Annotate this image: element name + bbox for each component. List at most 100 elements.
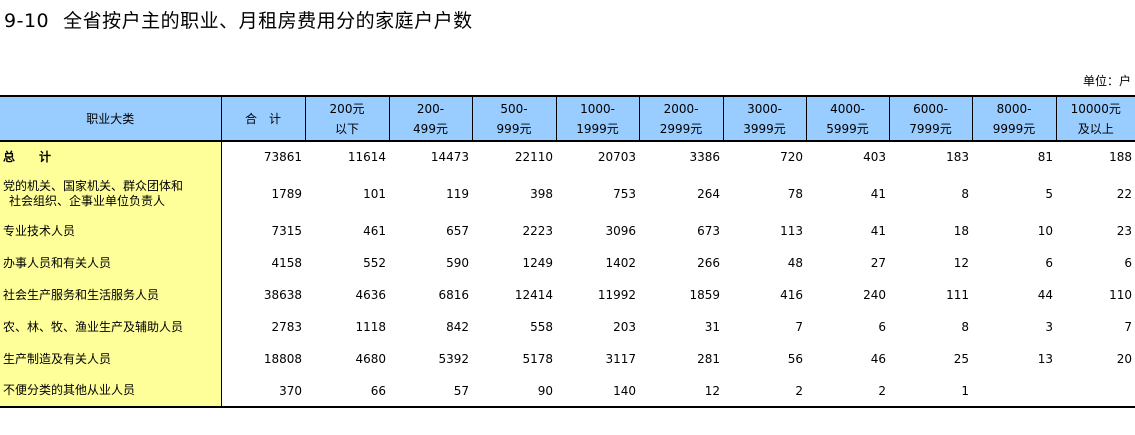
- table-cell: 41: [870, 224, 886, 238]
- table-cell: 1402: [605, 256, 636, 270]
- row-label: 党的机关、国家机关、群众团体和 社会组织、企事业单位负责人: [0, 172, 222, 215]
- table-cell: 119: [446, 186, 469, 201]
- column-header-line2: 9999元: [992, 121, 1036, 136]
- table-cell: 13: [1037, 352, 1053, 366]
- table-body: 总 计 73861 11614 14473 22110 20703 3386 720 403 18…: [0, 141, 1135, 408]
- table-cell: 14473: [430, 150, 469, 164]
- unit-label: 单位：户: [1082, 74, 1131, 88]
- table-cell: 2: [723, 375, 806, 408]
- row-label: 不便分类的其他从业人员: [0, 375, 222, 408]
- table-cell: 2: [806, 375, 889, 408]
- table-cell: 4680: [355, 352, 386, 366]
- table-cell: 46: [870, 352, 886, 366]
- column-header-line2: 3999元: [743, 121, 786, 136]
- row-label: 办事人员和有关人员: [0, 247, 222, 279]
- table-cell: 12: [639, 375, 723, 408]
- table-cell: 6: [878, 320, 886, 334]
- table-row: 生产制造及有关人员 18808 4680 5392 5178 3117 281 56 46 25 1…: [0, 343, 1135, 375]
- table-cell: 403: [863, 150, 886, 164]
- table-cell: 8: [961, 186, 969, 201]
- table-cell: 3386: [689, 150, 720, 164]
- table-cell: 38638: [263, 288, 302, 302]
- row-label: 总 计: [0, 141, 222, 172]
- column-header-line2: 及以上: [1077, 121, 1114, 136]
- table-cell: 3096: [605, 224, 636, 238]
- column-header-line1: 8000-: [996, 101, 1032, 116]
- row-label: 专业技术人员: [0, 215, 222, 247]
- column-header-line2: 499元: [413, 121, 448, 136]
- table-cell: 111: [946, 288, 969, 302]
- column-header: 合 计: [221, 95, 306, 142]
- column-header: 2000- 2999元: [639, 95, 724, 142]
- row-label-line1: 社会生产服务和生活服务人员: [3, 287, 160, 302]
- row-label: 社会生产服务和生活服务人员: [0, 279, 222, 311]
- table-row: 党的机关、国家机关、群众团体和 社会组织、企事业单位负责人 1789 101 119 39…: [0, 172, 1135, 215]
- table-cell: 27: [870, 256, 886, 270]
- table-cell: 25: [953, 352, 969, 366]
- table-header: 职业大类 合 计 200元 以下 200- 499元 500- 999元 1000- 1999元 2…: [0, 95, 1135, 142]
- column-header-line1: 合 计: [244, 111, 281, 126]
- table-cell: 7: [1124, 320, 1132, 334]
- table-cell: 6816: [438, 288, 469, 302]
- table-row: 不便分类的其他从业人员 370 66 57 90 140 12 2 2 1: [0, 375, 1135, 408]
- row-label-line1: 不便分类的其他从业人员: [3, 383, 136, 397]
- table-cell: 11614: [347, 150, 386, 164]
- column-header-line2: 999元: [496, 121, 532, 136]
- table-cell: 41: [870, 186, 886, 201]
- table-cell: 753: [613, 186, 636, 201]
- table-cell: 264: [697, 186, 720, 201]
- table-cell: 281: [697, 352, 720, 366]
- table-cell: 720: [780, 150, 803, 164]
- table-cell: 20: [1116, 352, 1132, 366]
- row-label-line1: 办事人员和有关人员: [3, 255, 112, 270]
- table-cell: 4636: [355, 288, 386, 302]
- table-cell: 48: [787, 256, 803, 270]
- column-header-line2: 2999元: [659, 121, 703, 136]
- table-row: 社会生产服务和生活服务人员 38638 4636 6816 12414 11992 1859…: [0, 279, 1135, 311]
- table-cell: 461: [363, 224, 386, 238]
- table-cell: 673: [697, 224, 720, 238]
- row-label-line1: 农、林、牧、渔业生产及辅助人员: [3, 319, 184, 334]
- row-label-line1: 党的机关、国家机关、群众团体和: [3, 178, 184, 193]
- table-cell: 18: [953, 224, 969, 238]
- table-cell: 73861: [263, 150, 302, 164]
- table-cell: 6: [1045, 256, 1053, 270]
- table-cell: 66: [305, 375, 389, 408]
- column-header-line1: 3000-: [747, 101, 782, 116]
- table-cell: 1789: [271, 186, 302, 201]
- column-header: 200元 以下: [305, 95, 390, 142]
- table-number: 9-10: [4, 10, 50, 32]
- table-row: 专业技术人员 7315 461 657 2223 3096 673 113 41 18 10 23: [0, 215, 1135, 247]
- table-cell: 2783: [271, 320, 302, 334]
- table-cell: 57: [389, 375, 472, 408]
- table-cell: 240: [863, 288, 886, 302]
- table-cell: 3117: [605, 352, 636, 366]
- table-cell: 558: [530, 320, 553, 334]
- row-label-line2: 社会组织、企事业单位负责人: [9, 193, 166, 208]
- table-cell: 6: [1124, 256, 1132, 270]
- column-header-line1: 10000元: [1070, 101, 1121, 116]
- column-header-line2: 5999元: [826, 121, 869, 136]
- column-header: 职业大类: [0, 95, 222, 142]
- column-header-line2: 7999元: [909, 121, 952, 136]
- table-cell: 188: [1109, 150, 1132, 164]
- column-header: 6000- 7999元: [889, 95, 973, 142]
- row-label-line1: 生产制造及有关人员: [3, 351, 112, 366]
- table-cell: 44: [1037, 288, 1053, 302]
- table-cell: 78: [787, 186, 803, 201]
- column-header-line1: 职业大类: [86, 111, 135, 126]
- column-header: 10000元 及以上: [1056, 95, 1135, 142]
- table-cell: 12414: [514, 288, 553, 302]
- column-header: 500- 999元: [472, 95, 557, 142]
- table-cell: 203: [613, 320, 636, 334]
- table-cell: 20703: [597, 150, 636, 164]
- table-row: 总 计 73861 11614 14473 22110 20703 3386 720 403 18…: [0, 141, 1135, 172]
- header-row: 职业大类 合 计 200元 以下 200- 499元 500- 999元 1000- 1999元 2…: [0, 95, 1135, 142]
- table-cell: 2223: [522, 224, 553, 238]
- table-row: 办事人员和有关人员 4158 552 590 1249 1402 266 48 27 12 6 6: [0, 247, 1135, 279]
- table-cell: 8: [961, 320, 969, 334]
- column-header: 8000- 9999元: [972, 95, 1057, 142]
- data-table: 职业大类 合 计 200元 以下 200- 499元 500- 999元 1000- 1999元 2…: [0, 95, 1135, 408]
- table-cell: 416: [780, 288, 803, 302]
- table-cell: 90: [472, 375, 556, 408]
